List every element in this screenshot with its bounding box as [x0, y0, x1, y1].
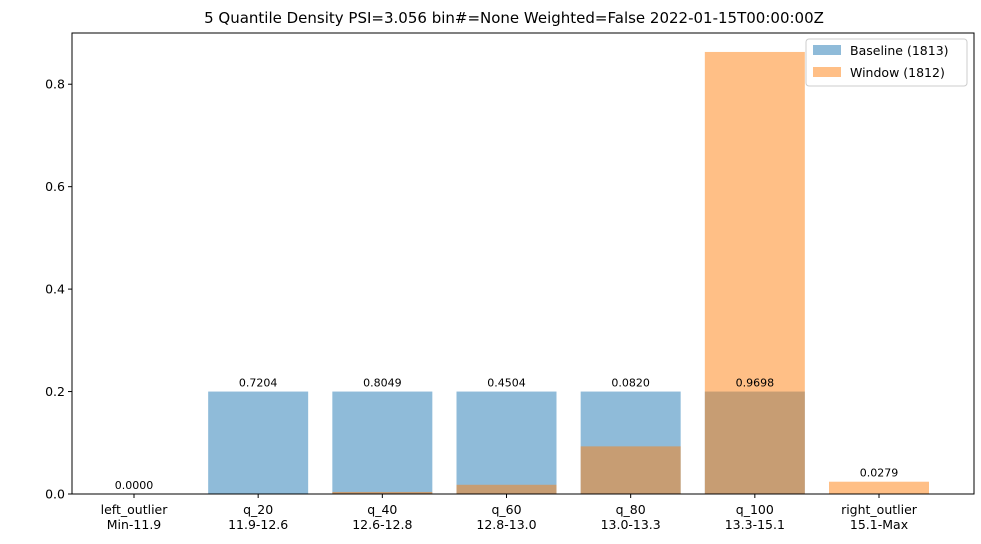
x-tick-label-4-1: 13.0-13.3	[601, 517, 661, 532]
bar-value-label-5: 0.9698	[736, 377, 775, 390]
x-tick-label-5-0: q_100	[736, 502, 774, 517]
x-tick-label-6-1: 15.1-Max	[850, 517, 908, 532]
x-tick-label-4-0: q_80	[616, 502, 646, 517]
bar-value-label-1: 0.7204	[239, 377, 278, 390]
bar-baseline-2	[332, 391, 433, 494]
bar-window-6	[829, 481, 929, 494]
bar-value-label-4: 0.0820	[611, 377, 650, 390]
y-tick-label-2: 0.4	[45, 282, 65, 297]
x-tick-label-0-1: Min-11.9	[107, 517, 162, 532]
x-tick-label-5-1: 13.3-15.1	[725, 517, 785, 532]
x-tick-label-3-0: q_60	[491, 502, 521, 517]
y-tick-label-4: 0.8	[45, 77, 65, 92]
x-axis: left_outlierMin-11.9q_2011.9-12.6q_4012.…	[101, 494, 918, 532]
x-tick-label-2-1: 12.6-12.8	[352, 517, 412, 532]
bar-window-5	[704, 51, 805, 495]
bar-window-2	[332, 491, 433, 494]
x-tick-label-1-0: q_20	[243, 502, 273, 517]
bar-labels-layer: 0.0000 0.7204 0.8049 0.4504 0.0820 0.9698 0.02…	[115, 377, 899, 492]
y-axis: 0.0 0.2 0.4 0.6 0.8	[45, 77, 72, 502]
legend-label-window: Window (1812)	[850, 65, 945, 80]
y-tick-label-3: 0.6	[45, 179, 65, 194]
y-tick-label-0: 0.0	[45, 487, 65, 502]
legend-swatch-window	[813, 67, 841, 77]
bars-layer	[208, 51, 929, 495]
bar-value-label-3: 0.4504	[487, 377, 526, 390]
bar-baseline-3	[456, 391, 557, 494]
x-tick-label-6-0: right_outlier	[841, 502, 918, 517]
x-tick-label-1-1: 11.9-12.6	[228, 517, 288, 532]
bar-window-4	[580, 446, 681, 494]
bar-window-3	[456, 484, 557, 494]
bar-value-label-2: 0.8049	[363, 377, 402, 390]
x-tick-label-0-0: left_outlier	[101, 502, 169, 517]
legend: Baseline (1813) Window (1812)	[805, 38, 968, 87]
x-tick-label-2-0: q_40	[367, 502, 397, 517]
x-tick-label-3-1: 12.8-13.0	[476, 517, 536, 532]
bar-value-label-0: 0.0000	[115, 479, 154, 492]
chart-title: 5 Quantile Density PSI=3.056 bin#=None W…	[204, 9, 824, 27]
legend-swatch-baseline	[813, 45, 841, 55]
bar-value-label-6: 0.0279	[860, 467, 899, 480]
plot-frame	[71, 32, 975, 495]
bar-baseline-1	[208, 391, 309, 494]
legend-box	[805, 38, 968, 87]
y-tick-label-1: 0.2	[45, 384, 65, 399]
legend-label-baseline: Baseline (1813)	[850, 43, 949, 58]
